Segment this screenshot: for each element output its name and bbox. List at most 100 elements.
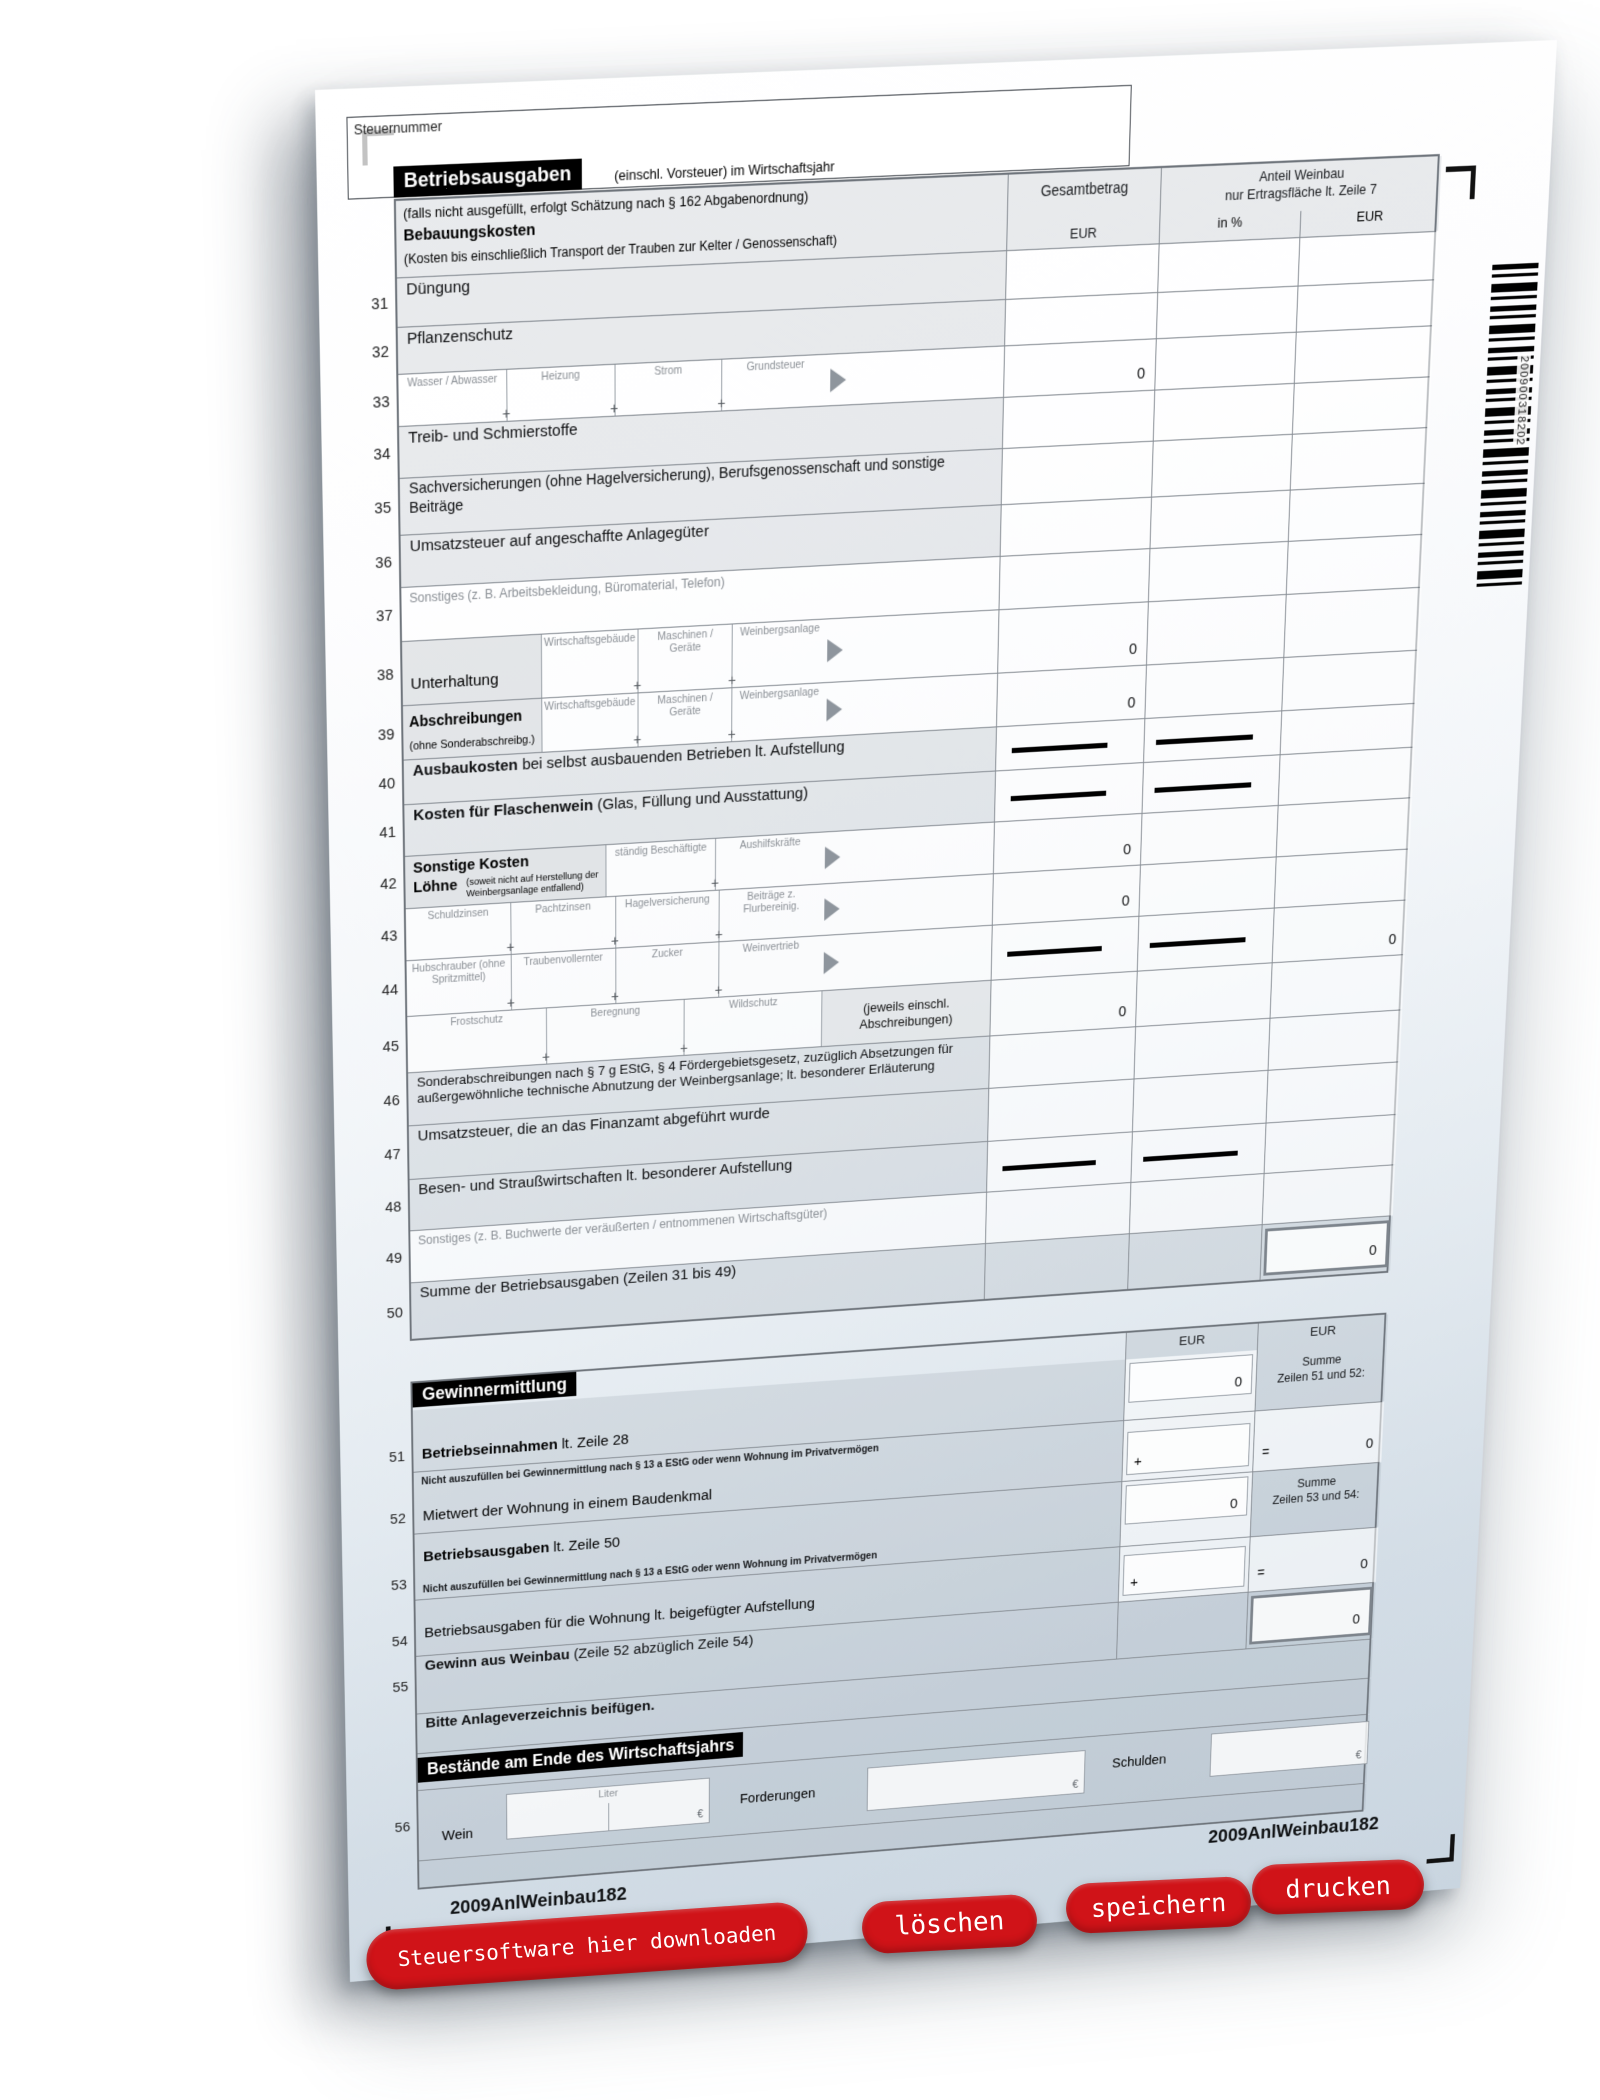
row33-gesamtbetrag-field[interactable]: 0 — [1003, 339, 1156, 397]
row46-gesamtbetrag-field[interactable] — [988, 1027, 1135, 1088]
row42-anteil-eur-field[interactable] — [1276, 798, 1412, 856]
row49-anteil-pct-field[interactable] — [1129, 1174, 1264, 1233]
row31-anteil-eur-field[interactable] — [1298, 232, 1439, 286]
row41-gesamtbetrag-field[interactable] — [994, 763, 1143, 821]
row43-sub-hagelversicherung[interactable]: + Hagelversicherung — [615, 891, 719, 948]
row43-sub-pachtzinsen[interactable]: + Pachtzinsen — [510, 897, 615, 954]
header-subsection: Bebauungskosten — [403, 220, 535, 245]
row39-sub-wirtschaftsgebaeude[interactable]: Wirtschaftsgebäude — [542, 693, 637, 751]
row36-anteil-pct-field[interactable] — [1150, 491, 1290, 548]
row43-sub-flurbereinigung[interactable]: + Beiträge z. Flurbereinig. — [719, 884, 823, 941]
row35-anteil-pct-field[interactable] — [1151, 435, 1292, 497]
row39-sub-weinbergsanlage[interactable]: + Weinbergsanlage — [732, 683, 826, 741]
row31-anteil-pct-field[interactable] — [1157, 238, 1299, 292]
row41-anteil-pct-field[interactable] — [1142, 755, 1280, 813]
row48-anteil-eur-field[interactable] — [1264, 1115, 1398, 1173]
plus-sign: + — [611, 988, 619, 1005]
row41-anteil-eur-field[interactable] — [1278, 748, 1415, 805]
row32-anteil-eur-field[interactable] — [1296, 280, 1436, 331]
row48-gesamtbetrag-field[interactable] — [986, 1132, 1132, 1191]
row42-label2-bold: Löhne — [413, 877, 457, 897]
row-number: 44 — [361, 981, 398, 1001]
row36-anteil-eur-field[interactable] — [1288, 484, 1427, 541]
row40-anteil-eur-field[interactable] — [1280, 704, 1417, 754]
row40-anteil-pct-field[interactable] — [1143, 711, 1281, 762]
row34-anteil-pct-field[interactable] — [1153, 384, 1294, 441]
row44-gesamtbetrag-field[interactable] — [991, 917, 1139, 980]
row38-sub-maschinen[interactable]: + Maschinen / Geräte — [637, 625, 732, 693]
row43-anteil-eur-field[interactable] — [1274, 849, 1410, 907]
row53-value-field[interactable]: 0 — [1125, 1476, 1249, 1524]
row56-schulden-field[interactable]: € — [1210, 1721, 1370, 1777]
row38-sub-wirtschaftsgebaeude[interactable]: Wirtschaftsgebäude — [542, 630, 637, 698]
row37-anteil-pct-field[interactable] — [1148, 542, 1288, 601]
row39-anteil-pct-field[interactable] — [1144, 658, 1283, 718]
row52-value-field[interactable]: + — [1126, 1423, 1250, 1475]
row44-anteil-eur-field[interactable]: 0 — [1272, 900, 1408, 962]
row45-sub-wildschutz[interactable]: + Wildschutz — [684, 991, 822, 1055]
row37-anteil-eur-field[interactable] — [1286, 535, 1424, 594]
row43-sub-schuldzinsen[interactable]: Schuldzinsen — [406, 903, 511, 960]
row32-gesamtbetrag-field[interactable] — [1004, 293, 1157, 345]
plus-sign: + — [711, 874, 719, 891]
row44-anteil-pct-field[interactable] — [1137, 909, 1274, 971]
row38-anteil-eur-field[interactable] — [1283, 588, 1421, 657]
row44-share-value: 0 — [1388, 931, 1397, 948]
row34-anteil-eur-field[interactable] — [1292, 377, 1432, 433]
row47-anteil-pct-field[interactable] — [1132, 1071, 1268, 1132]
row46-anteil-pct-field[interactable] — [1134, 1019, 1270, 1079]
row45-gesamtbetrag-field[interactable]: 0 — [989, 972, 1136, 1036]
row33-sub-strom[interactable]: + Strom — [614, 360, 722, 416]
row39-sub-maschinen[interactable]: + Maschinen / Geräte — [637, 688, 731, 746]
row31-gesamtbetrag-field[interactable] — [1005, 244, 1159, 299]
row42-gesamtbetrag-field[interactable]: 0 — [993, 814, 1142, 873]
print-button[interactable]: drucken — [1251, 1859, 1425, 1916]
row46-anteil-eur-field[interactable] — [1268, 1010, 1403, 1070]
row44-sub-zucker[interactable]: + Zucker — [615, 942, 719, 1003]
row40-gesamtbetrag-field[interactable] — [995, 719, 1144, 770]
row44-sub-traubenvollernter[interactable]: + Traubenvollernter — [510, 949, 614, 1010]
row32-anteil-pct-field[interactable] — [1156, 287, 1298, 339]
row49-gesamtbetrag-field[interactable] — [985, 1183, 1130, 1243]
row37-gesamtbetrag-field[interactable] — [999, 549, 1150, 609]
row43-gesamtbetrag-field[interactable]: 0 — [992, 866, 1140, 925]
row45-anteil-pct-field[interactable] — [1135, 963, 1272, 1026]
row38-anteil-pct-field[interactable] — [1146, 595, 1286, 665]
row53-value-cell: 0 — [1119, 1472, 1252, 1546]
row33-sub-wasser[interactable]: Wasser / Abwasser — [398, 370, 506, 426]
row35-gesamtbetrag-field[interactable] — [1001, 442, 1153, 505]
row33-sub-grundsteuer[interactable]: + Grundsteuer — [721, 355, 828, 411]
row47-anteil-eur-field[interactable] — [1266, 1062, 1400, 1122]
row44-sub-weinvertrieb[interactable]: + Weinvertrieb — [718, 936, 822, 997]
row44-sub-hubschrauber[interactable]: Hubschrauber (ohne Spritzmittel) — [406, 955, 510, 1016]
row33-anteil-pct-field[interactable] — [1154, 333, 1295, 390]
plus-sign: + — [507, 994, 515, 1011]
row43-anteil-pct-field[interactable] — [1138, 857, 1275, 915]
save-button[interactable]: speichern — [1065, 1876, 1252, 1934]
delete-button[interactable]: löschen — [861, 1893, 1038, 1954]
row39-gesamtbetrag-field[interactable]: 0 — [996, 666, 1146, 727]
row45-sub-frostschutz[interactable]: Frostschutz — [407, 1008, 546, 1072]
row38-sub-weinbergsanlage[interactable]: + Weinbergsanlage — [732, 619, 827, 687]
row45-anteil-eur-field[interactable] — [1270, 955, 1405, 1018]
row39-anteil-eur-field[interactable] — [1281, 651, 1418, 711]
row50-sum-box[interactable]: 0 — [1263, 1220, 1389, 1275]
row45-sub-beregnung[interactable]: + Beregnung — [546, 1000, 684, 1064]
row49-anteil-eur-field[interactable] — [1262, 1165, 1395, 1224]
row48-anteil-pct-field[interactable] — [1130, 1124, 1265, 1182]
row33-anteil-eur-field[interactable] — [1294, 326, 1434, 383]
row47-gesamtbetrag-field[interactable] — [987, 1080, 1133, 1141]
row51-value-field[interactable]: 0 — [1128, 1354, 1253, 1403]
row42-sub-aushilfskraefte[interactable]: + Aushilfskräfte — [715, 832, 824, 889]
row54-value-field[interactable]: + — [1123, 1546, 1246, 1596]
row42-sub-staendig[interactable]: ständig Beschäftigte — [606, 839, 715, 896]
row35-anteil-eur-field[interactable] — [1290, 428, 1429, 490]
row56-forderungen-field[interactable]: € — [867, 1750, 1086, 1811]
row38-gesamtbetrag-field[interactable]: 0 — [997, 602, 1148, 672]
row56-wein-liter-field[interactable]: Liter € — [506, 1778, 710, 1840]
row36-gesamtbetrag-field[interactable] — [1000, 498, 1151, 556]
row55-result-box[interactable]: 0 — [1249, 1587, 1373, 1645]
row42-anteil-pct-field[interactable] — [1140, 806, 1278, 865]
row34-gesamtbetrag-field[interactable] — [1002, 391, 1154, 448]
row33-sub-heizung[interactable]: + Heizung — [506, 365, 614, 421]
